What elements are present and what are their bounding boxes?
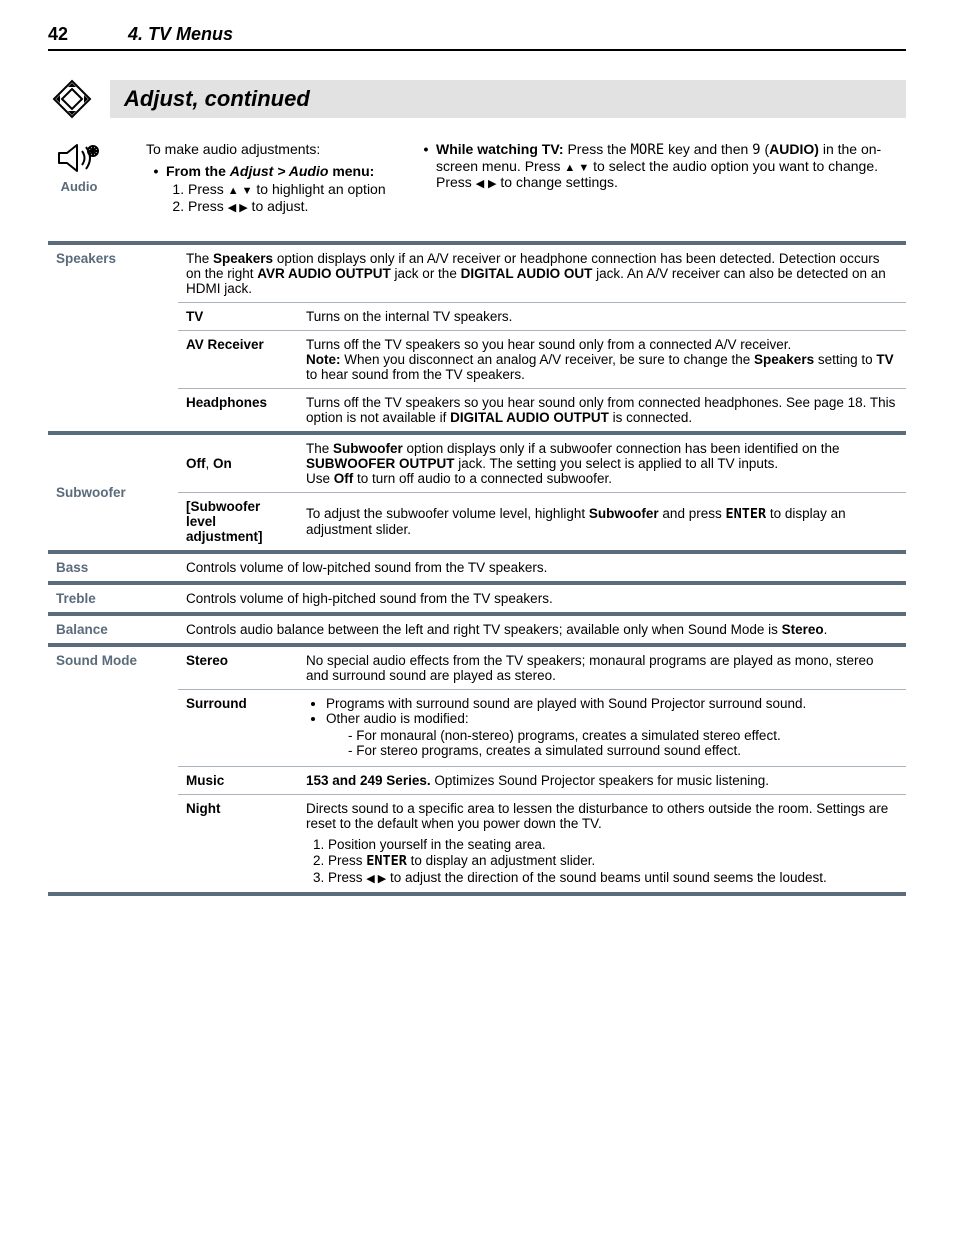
row-bass: Bass [48, 554, 178, 581]
left-instructions: To make audio adjustments: • From the Ad… [110, 141, 410, 215]
opt-night: Night [178, 795, 298, 893]
opt-offon: Off, On [178, 435, 298, 493]
opt-surround: Surround [178, 690, 298, 767]
page-number: 42 [48, 24, 68, 45]
intro-text: To make audio adjustments: [146, 141, 410, 157]
intro-columns: Audio To make audio adjustments: • From … [48, 141, 906, 215]
left-right-icon: ◀ ▶ [228, 202, 248, 214]
right-instructions: • While watching TV: Press the MORE key … [410, 141, 906, 190]
section-title-bar: Adjust, continued [110, 80, 906, 118]
opt-avreceiver: AV Receiver [178, 331, 298, 389]
row-subwoofer: Subwoofer [48, 435, 178, 550]
up-down-icon: ▲ ▼ [564, 162, 589, 174]
opt-subadj: [Subwoofer level adjustment] [178, 493, 298, 551]
row-speakers: Speakers [48, 245, 178, 431]
step-1: Press ▲ ▼ to highlight an option [188, 181, 410, 197]
section-row: Adjust, continued [48, 79, 906, 119]
right-icon: ▶ [488, 178, 496, 190]
chapter-title: 4. TV Menus [128, 24, 233, 45]
speaker-icon [57, 149, 101, 165]
opt-music: Music [178, 767, 298, 795]
section-title: Adjust, continued [124, 86, 310, 111]
row-soundmode: Sound Mode [48, 647, 178, 892]
settings-table: Speakers The Speakers option displays on… [48, 241, 906, 896]
up-down-icon: ▲ ▼ [228, 185, 253, 197]
opt-stereo: Stereo [178, 647, 298, 690]
nine-key: 9 [752, 142, 760, 158]
adjust-diamond-icon [48, 79, 96, 119]
opt-headphones: Headphones [178, 389, 298, 432]
row-balance: Balance [48, 616, 178, 643]
opt-tv: TV [178, 303, 298, 331]
audio-label: Audio [48, 179, 110, 194]
row-treble: Treble [48, 585, 178, 612]
left-icon: ◀ [476, 178, 484, 190]
step-2: Press ◀ ▶ to adjust. [188, 198, 410, 214]
left-right-icon: ◀ ▶ [366, 873, 386, 885]
page-header: 42 4. TV Menus [48, 24, 906, 51]
more-key: MORE [630, 142, 664, 158]
